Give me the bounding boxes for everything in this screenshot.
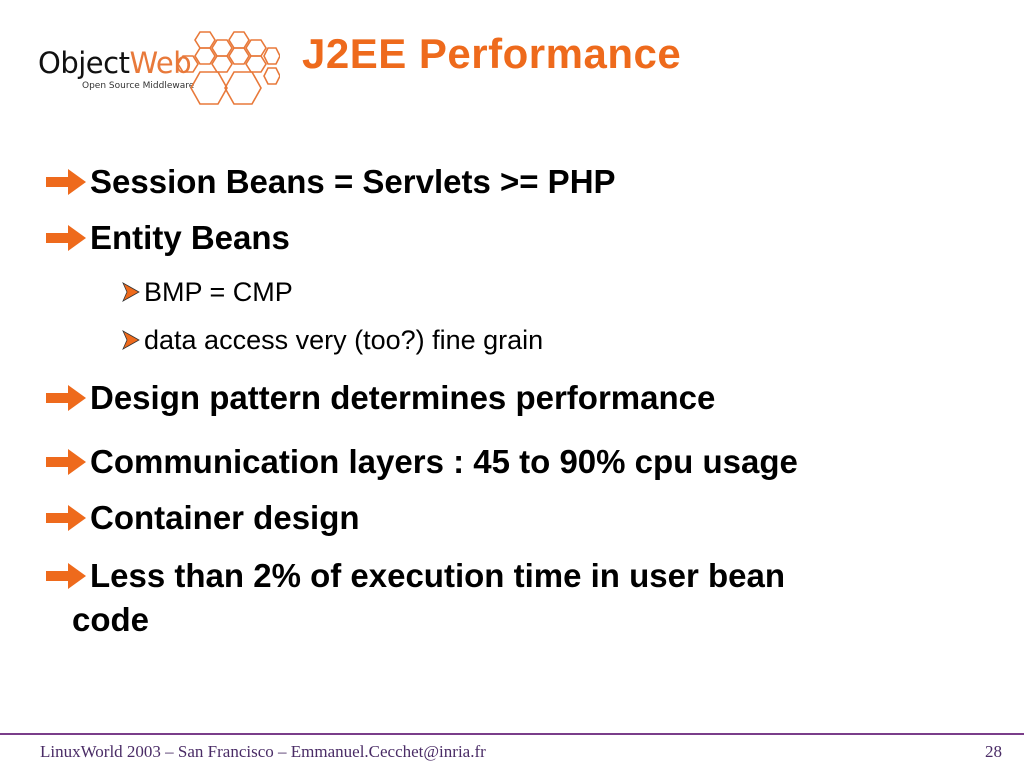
triangle-right-icon: [120, 274, 144, 310]
arrow-right-icon: [44, 376, 90, 420]
sub-bullet-text: data access very (too?) fine grain: [144, 325, 544, 355]
sub-bullet-text: BMP = CMP: [144, 277, 293, 307]
bullet-text: Communication layers : 45 to 90% cpu usa…: [90, 443, 798, 480]
arrow-right-icon: [44, 216, 90, 260]
footer-divider: [0, 733, 1024, 735]
bullet-text: Design pattern determines performance: [90, 379, 716, 416]
bullet-text: Session Beans = Servlets >= PHP: [90, 163, 616, 200]
logo-wordmark: ObjectWeb: [38, 46, 192, 80]
footer-credits: LinuxWorld 2003 – San Francisco – Emmanu…: [40, 742, 486, 761]
logo-word-object: Object: [38, 46, 130, 80]
arrow-right-icon: [44, 554, 90, 598]
bullet-item: Design pattern determines performance: [44, 376, 715, 420]
bullet-continuation: code: [72, 601, 150, 638]
logo-tagline: Open Source Middleware: [82, 81, 195, 91]
bullet-text: Less than 2% of execution time in user b…: [90, 557, 786, 594]
bullet-text: Container design: [90, 499, 360, 536]
sub-bullet-item: BMP = CMP: [120, 274, 293, 310]
bullet-item: Session Beans = Servlets >= PHP: [44, 160, 616, 204]
bullet-item: Less than 2% of execution time in user b…: [44, 554, 785, 642]
hexagon-cluster-icon: [177, 31, 280, 105]
triangle-right-icon: [120, 322, 144, 358]
arrow-right-icon: [44, 440, 90, 484]
bullet-item: Communication layers : 45 to 90% cpu usa…: [44, 440, 798, 484]
logo-word-web: Web: [129, 46, 192, 80]
arrow-right-icon: [44, 160, 90, 204]
objectweb-logo: ObjectWeb Open Source Middleware: [34, 28, 284, 112]
bullet-text: Entity Beans: [90, 219, 290, 256]
page-number: 28: [985, 742, 1002, 761]
arrow-right-icon: [44, 496, 90, 540]
slide-title: J2EE Performance: [302, 30, 682, 77]
sub-bullet-item: data access very (too?) fine grain: [120, 322, 543, 358]
bullet-item: Container design: [44, 496, 360, 540]
bullet-item: Entity Beans: [44, 216, 290, 260]
